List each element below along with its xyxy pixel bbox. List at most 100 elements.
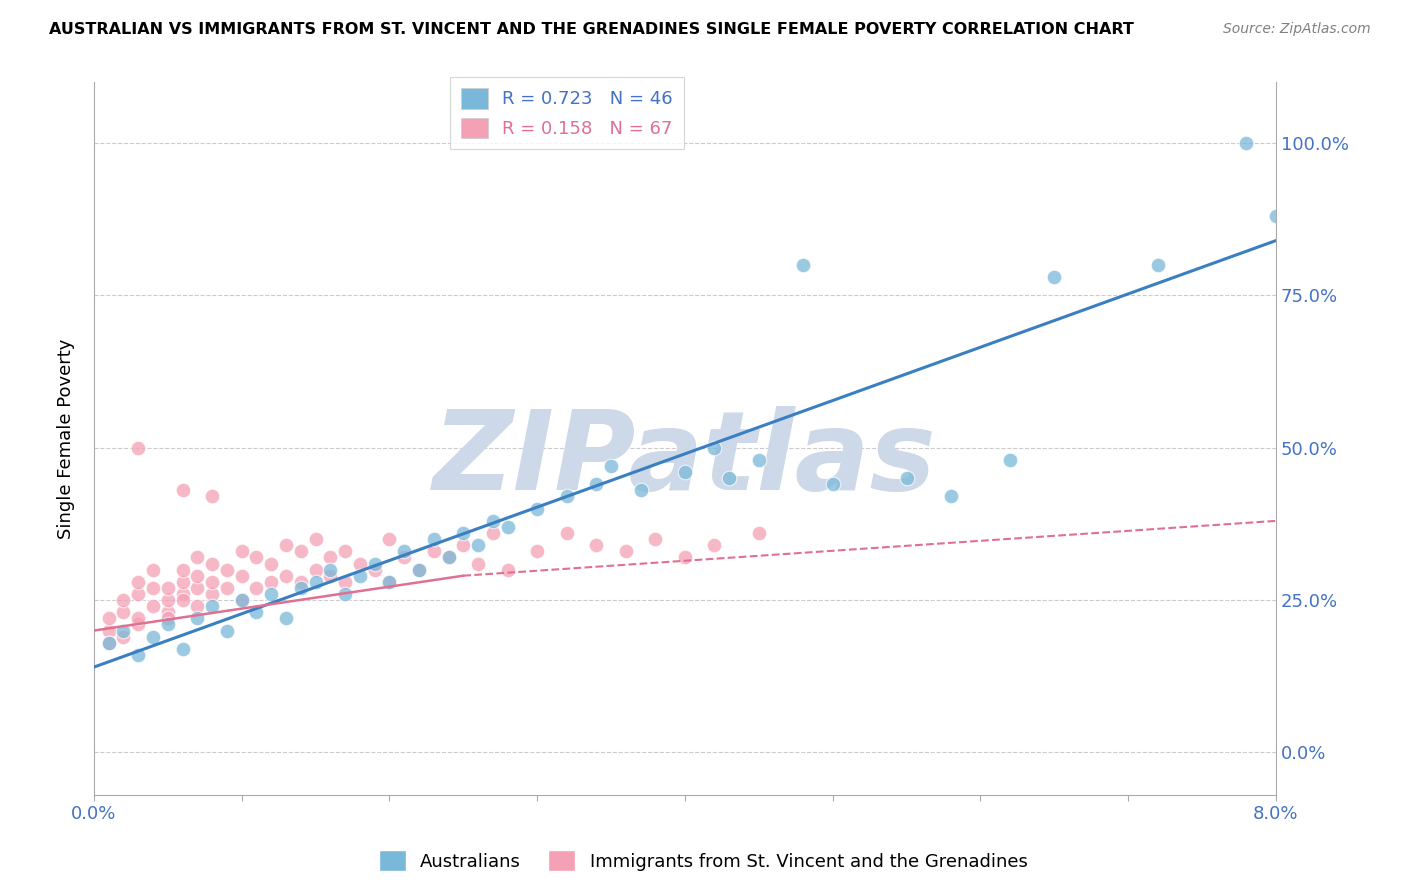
Point: [245, 605, 267, 619]
Point: [1043, 270, 1066, 285]
Point: [274, 611, 297, 625]
Point: [260, 557, 283, 571]
Point: [97, 636, 120, 650]
Point: [703, 538, 725, 552]
Point: [172, 641, 194, 656]
Y-axis label: Single Female Poverty: Single Female Poverty: [58, 338, 75, 539]
Point: [290, 544, 312, 558]
Text: ZIPatlas: ZIPatlas: [433, 407, 936, 514]
Point: [363, 563, 385, 577]
Point: [939, 490, 962, 504]
Point: [186, 581, 208, 595]
Point: [245, 581, 267, 595]
Point: [304, 563, 326, 577]
Text: Source: ZipAtlas.com: Source: ZipAtlas.com: [1223, 22, 1371, 37]
Point: [482, 514, 505, 528]
Point: [482, 526, 505, 541]
Point: [97, 624, 120, 638]
Point: [112, 630, 135, 644]
Point: [127, 611, 149, 625]
Point: [703, 441, 725, 455]
Point: [201, 490, 224, 504]
Point: [172, 574, 194, 589]
Point: [408, 563, 430, 577]
Point: [1234, 136, 1257, 150]
Point: [792, 258, 814, 272]
Point: [896, 471, 918, 485]
Point: [215, 624, 238, 638]
Point: [319, 550, 342, 565]
Point: [333, 574, 356, 589]
Point: [186, 550, 208, 565]
Point: [156, 617, 179, 632]
Point: [156, 581, 179, 595]
Point: [821, 477, 844, 491]
Point: [260, 574, 283, 589]
Point: [526, 544, 548, 558]
Point: [526, 501, 548, 516]
Point: [245, 550, 267, 565]
Point: [112, 624, 135, 638]
Point: [363, 557, 385, 571]
Point: [1265, 209, 1288, 223]
Point: [290, 581, 312, 595]
Point: [437, 550, 460, 565]
Point: [156, 605, 179, 619]
Point: [378, 574, 401, 589]
Point: [186, 568, 208, 582]
Point: [142, 563, 165, 577]
Point: [231, 593, 253, 607]
Point: [467, 538, 489, 552]
Point: [437, 550, 460, 565]
Point: [423, 532, 446, 546]
Point: [172, 593, 194, 607]
Point: [142, 581, 165, 595]
Point: [97, 611, 120, 625]
Legend: Australians, Immigrants from St. Vincent and the Grenadines: Australians, Immigrants from St. Vincent…: [371, 843, 1035, 879]
Text: AUSTRALIAN VS IMMIGRANTS FROM ST. VINCENT AND THE GRENADINES SINGLE FEMALE POVER: AUSTRALIAN VS IMMIGRANTS FROM ST. VINCEN…: [49, 22, 1135, 37]
Point: [378, 574, 401, 589]
Point: [112, 593, 135, 607]
Point: [215, 581, 238, 595]
Point: [644, 532, 666, 546]
Point: [127, 441, 149, 455]
Point: [260, 587, 283, 601]
Point: [496, 520, 519, 534]
Point: [142, 630, 165, 644]
Point: [304, 532, 326, 546]
Point: [172, 483, 194, 498]
Point: [201, 599, 224, 614]
Point: [585, 477, 607, 491]
Point: [349, 568, 371, 582]
Point: [186, 611, 208, 625]
Point: [304, 574, 326, 589]
Point: [319, 568, 342, 582]
Point: [600, 458, 623, 473]
Point: [215, 563, 238, 577]
Point: [998, 453, 1021, 467]
Point: [274, 568, 297, 582]
Point: [453, 538, 475, 552]
Point: [127, 587, 149, 601]
Point: [186, 599, 208, 614]
Point: [408, 563, 430, 577]
Point: [585, 538, 607, 552]
Point: [201, 574, 224, 589]
Point: [127, 574, 149, 589]
Point: [231, 568, 253, 582]
Point: [127, 617, 149, 632]
Point: [97, 636, 120, 650]
Point: [555, 490, 578, 504]
Point: [748, 453, 770, 467]
Point: [392, 550, 415, 565]
Point: [231, 544, 253, 558]
Point: [201, 587, 224, 601]
Point: [231, 593, 253, 607]
Legend: R = 0.723   N = 46, R = 0.158   N = 67: R = 0.723 N = 46, R = 0.158 N = 67: [450, 77, 683, 149]
Point: [349, 557, 371, 571]
Point: [378, 532, 401, 546]
Point: [392, 544, 415, 558]
Point: [290, 574, 312, 589]
Point: [614, 544, 637, 558]
Point: [156, 593, 179, 607]
